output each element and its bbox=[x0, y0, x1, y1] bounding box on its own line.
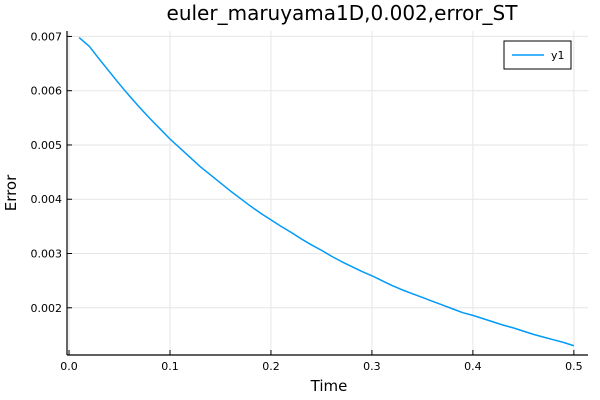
x-tick-label: 0.2 bbox=[262, 360, 280, 373]
y-tick-label: 0.006 bbox=[31, 85, 63, 98]
x-axis-label: Time bbox=[310, 377, 348, 395]
x-tick-label: 0.5 bbox=[565, 360, 583, 373]
x-tick-label: 0.0 bbox=[60, 360, 78, 373]
x-tick-label: 0.4 bbox=[464, 360, 482, 373]
y-tick-label: 0.007 bbox=[31, 30, 63, 43]
legend-label: y1 bbox=[551, 49, 565, 62]
series-line-y1 bbox=[78, 36, 575, 347]
ticks: 0.0 0.1 0.2 0.3 0.4 0.5 0.002 0.003 0.004 0.005 0.… bbox=[31, 30, 583, 373]
legend: y1 bbox=[503, 40, 572, 70]
chart-title: euler_maruyama1D,0.002,error_ST bbox=[167, 1, 519, 25]
y-tick-label: 0.003 bbox=[31, 248, 63, 261]
y-tick-label: 0.004 bbox=[31, 193, 63, 206]
y-tick-label: 0.002 bbox=[31, 302, 63, 315]
x-tick-label: 0.3 bbox=[363, 360, 381, 373]
axes bbox=[66, 31, 588, 356]
x-tick-label: 0.1 bbox=[161, 360, 179, 373]
y-tick-label: 0.005 bbox=[31, 139, 63, 152]
series bbox=[78, 36, 575, 347]
y-axis-label: Error bbox=[2, 174, 20, 211]
grid bbox=[67, 31, 588, 355]
